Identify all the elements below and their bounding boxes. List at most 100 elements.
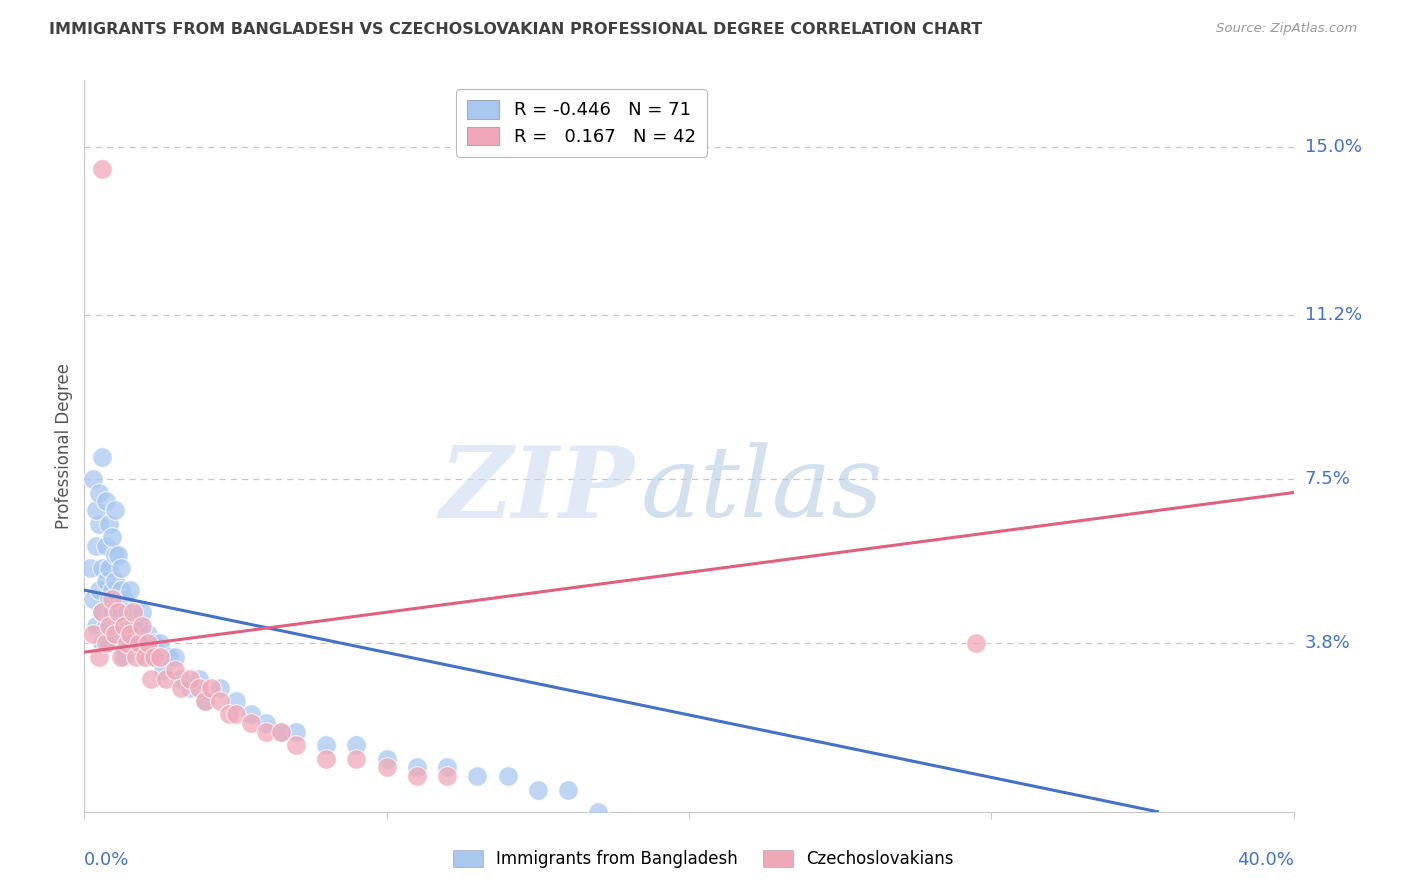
Point <box>200 681 222 695</box>
Point <box>131 618 153 632</box>
Point <box>188 672 211 686</box>
Point <box>149 649 172 664</box>
Point <box>104 503 127 517</box>
Point <box>91 636 114 650</box>
Point <box>82 591 104 606</box>
Point <box>118 627 141 641</box>
Point <box>104 627 127 641</box>
Point <box>89 649 111 664</box>
Point <box>225 694 247 708</box>
Point <box>89 485 111 500</box>
Point <box>436 769 458 783</box>
Point <box>965 636 987 650</box>
Point <box>107 605 129 619</box>
Point <box>406 760 429 774</box>
Point <box>112 618 135 632</box>
Point <box>496 769 519 783</box>
Point <box>165 649 187 664</box>
Point <box>270 725 292 739</box>
Point <box>91 605 114 619</box>
Text: 11.2%: 11.2% <box>1305 306 1362 324</box>
Point <box>97 561 120 575</box>
Point <box>86 618 108 632</box>
Point <box>100 605 122 619</box>
Point <box>91 605 114 619</box>
Point <box>165 663 187 677</box>
Point <box>86 503 108 517</box>
Point <box>79 561 101 575</box>
Point <box>112 649 135 664</box>
Text: IMMIGRANTS FROM BANGLADESH VS CZECHOSLOVAKIAN PROFESSIONAL DEGREE CORRELATION CH: IMMIGRANTS FROM BANGLADESH VS CZECHOSLOV… <box>49 22 983 37</box>
Point <box>100 583 122 598</box>
Point <box>285 725 308 739</box>
Point <box>94 636 117 650</box>
Point <box>134 649 156 664</box>
Legend: R = -0.446   N = 71, R =   0.167   N = 42: R = -0.446 N = 71, R = 0.167 N = 42 <box>456 89 707 157</box>
Text: 15.0%: 15.0% <box>1305 137 1361 156</box>
Point <box>104 574 127 589</box>
Point <box>121 605 143 619</box>
Point <box>97 516 120 531</box>
Text: atlas: atlas <box>641 442 883 538</box>
Point <box>100 530 122 544</box>
Point <box>142 636 165 650</box>
Point <box>91 450 114 464</box>
Point <box>112 591 135 606</box>
Point <box>125 649 148 664</box>
Point <box>315 738 337 752</box>
Point <box>209 681 232 695</box>
Point <box>89 583 111 598</box>
Point <box>149 636 172 650</box>
Point <box>86 539 108 553</box>
Point <box>82 627 104 641</box>
Point <box>436 760 458 774</box>
Text: 7.5%: 7.5% <box>1305 470 1351 488</box>
Point <box>136 627 159 641</box>
Legend: Immigrants from Bangladesh, Czechoslovakians: Immigrants from Bangladesh, Czechoslovak… <box>446 843 960 875</box>
Point <box>139 672 162 686</box>
Point <box>170 681 193 695</box>
Point <box>136 636 159 650</box>
Point <box>225 707 247 722</box>
Point <box>170 672 193 686</box>
Point <box>107 636 129 650</box>
Point <box>346 751 368 765</box>
Point <box>315 751 337 765</box>
Point <box>218 707 240 722</box>
Point <box>110 583 132 598</box>
Point <box>94 494 117 508</box>
Point <box>270 725 292 739</box>
Point <box>254 716 277 731</box>
Point <box>115 636 138 650</box>
Point <box>588 805 610 819</box>
Point <box>97 591 120 606</box>
Point <box>157 649 180 664</box>
Point <box>94 539 117 553</box>
Text: 0.0%: 0.0% <box>84 851 129 869</box>
Point <box>97 636 120 650</box>
Point <box>82 472 104 486</box>
Point <box>346 738 368 752</box>
Point <box>139 649 162 664</box>
Point <box>155 672 177 686</box>
Point <box>118 636 141 650</box>
Point <box>134 636 156 650</box>
Point <box>179 681 201 695</box>
Point <box>94 618 117 632</box>
Point <box>467 769 489 783</box>
Point <box>128 636 150 650</box>
Point <box>104 548 127 562</box>
Point <box>142 649 165 664</box>
Point <box>152 663 174 677</box>
Text: ZIP: ZIP <box>440 442 634 538</box>
Point <box>527 782 550 797</box>
Point <box>107 548 129 562</box>
Point <box>107 605 129 619</box>
Point <box>121 618 143 632</box>
Point <box>209 694 232 708</box>
Y-axis label: Professional Degree: Professional Degree <box>55 363 73 529</box>
Point <box>100 591 122 606</box>
Point <box>239 716 262 731</box>
Point <box>375 751 398 765</box>
Point <box>125 636 148 650</box>
